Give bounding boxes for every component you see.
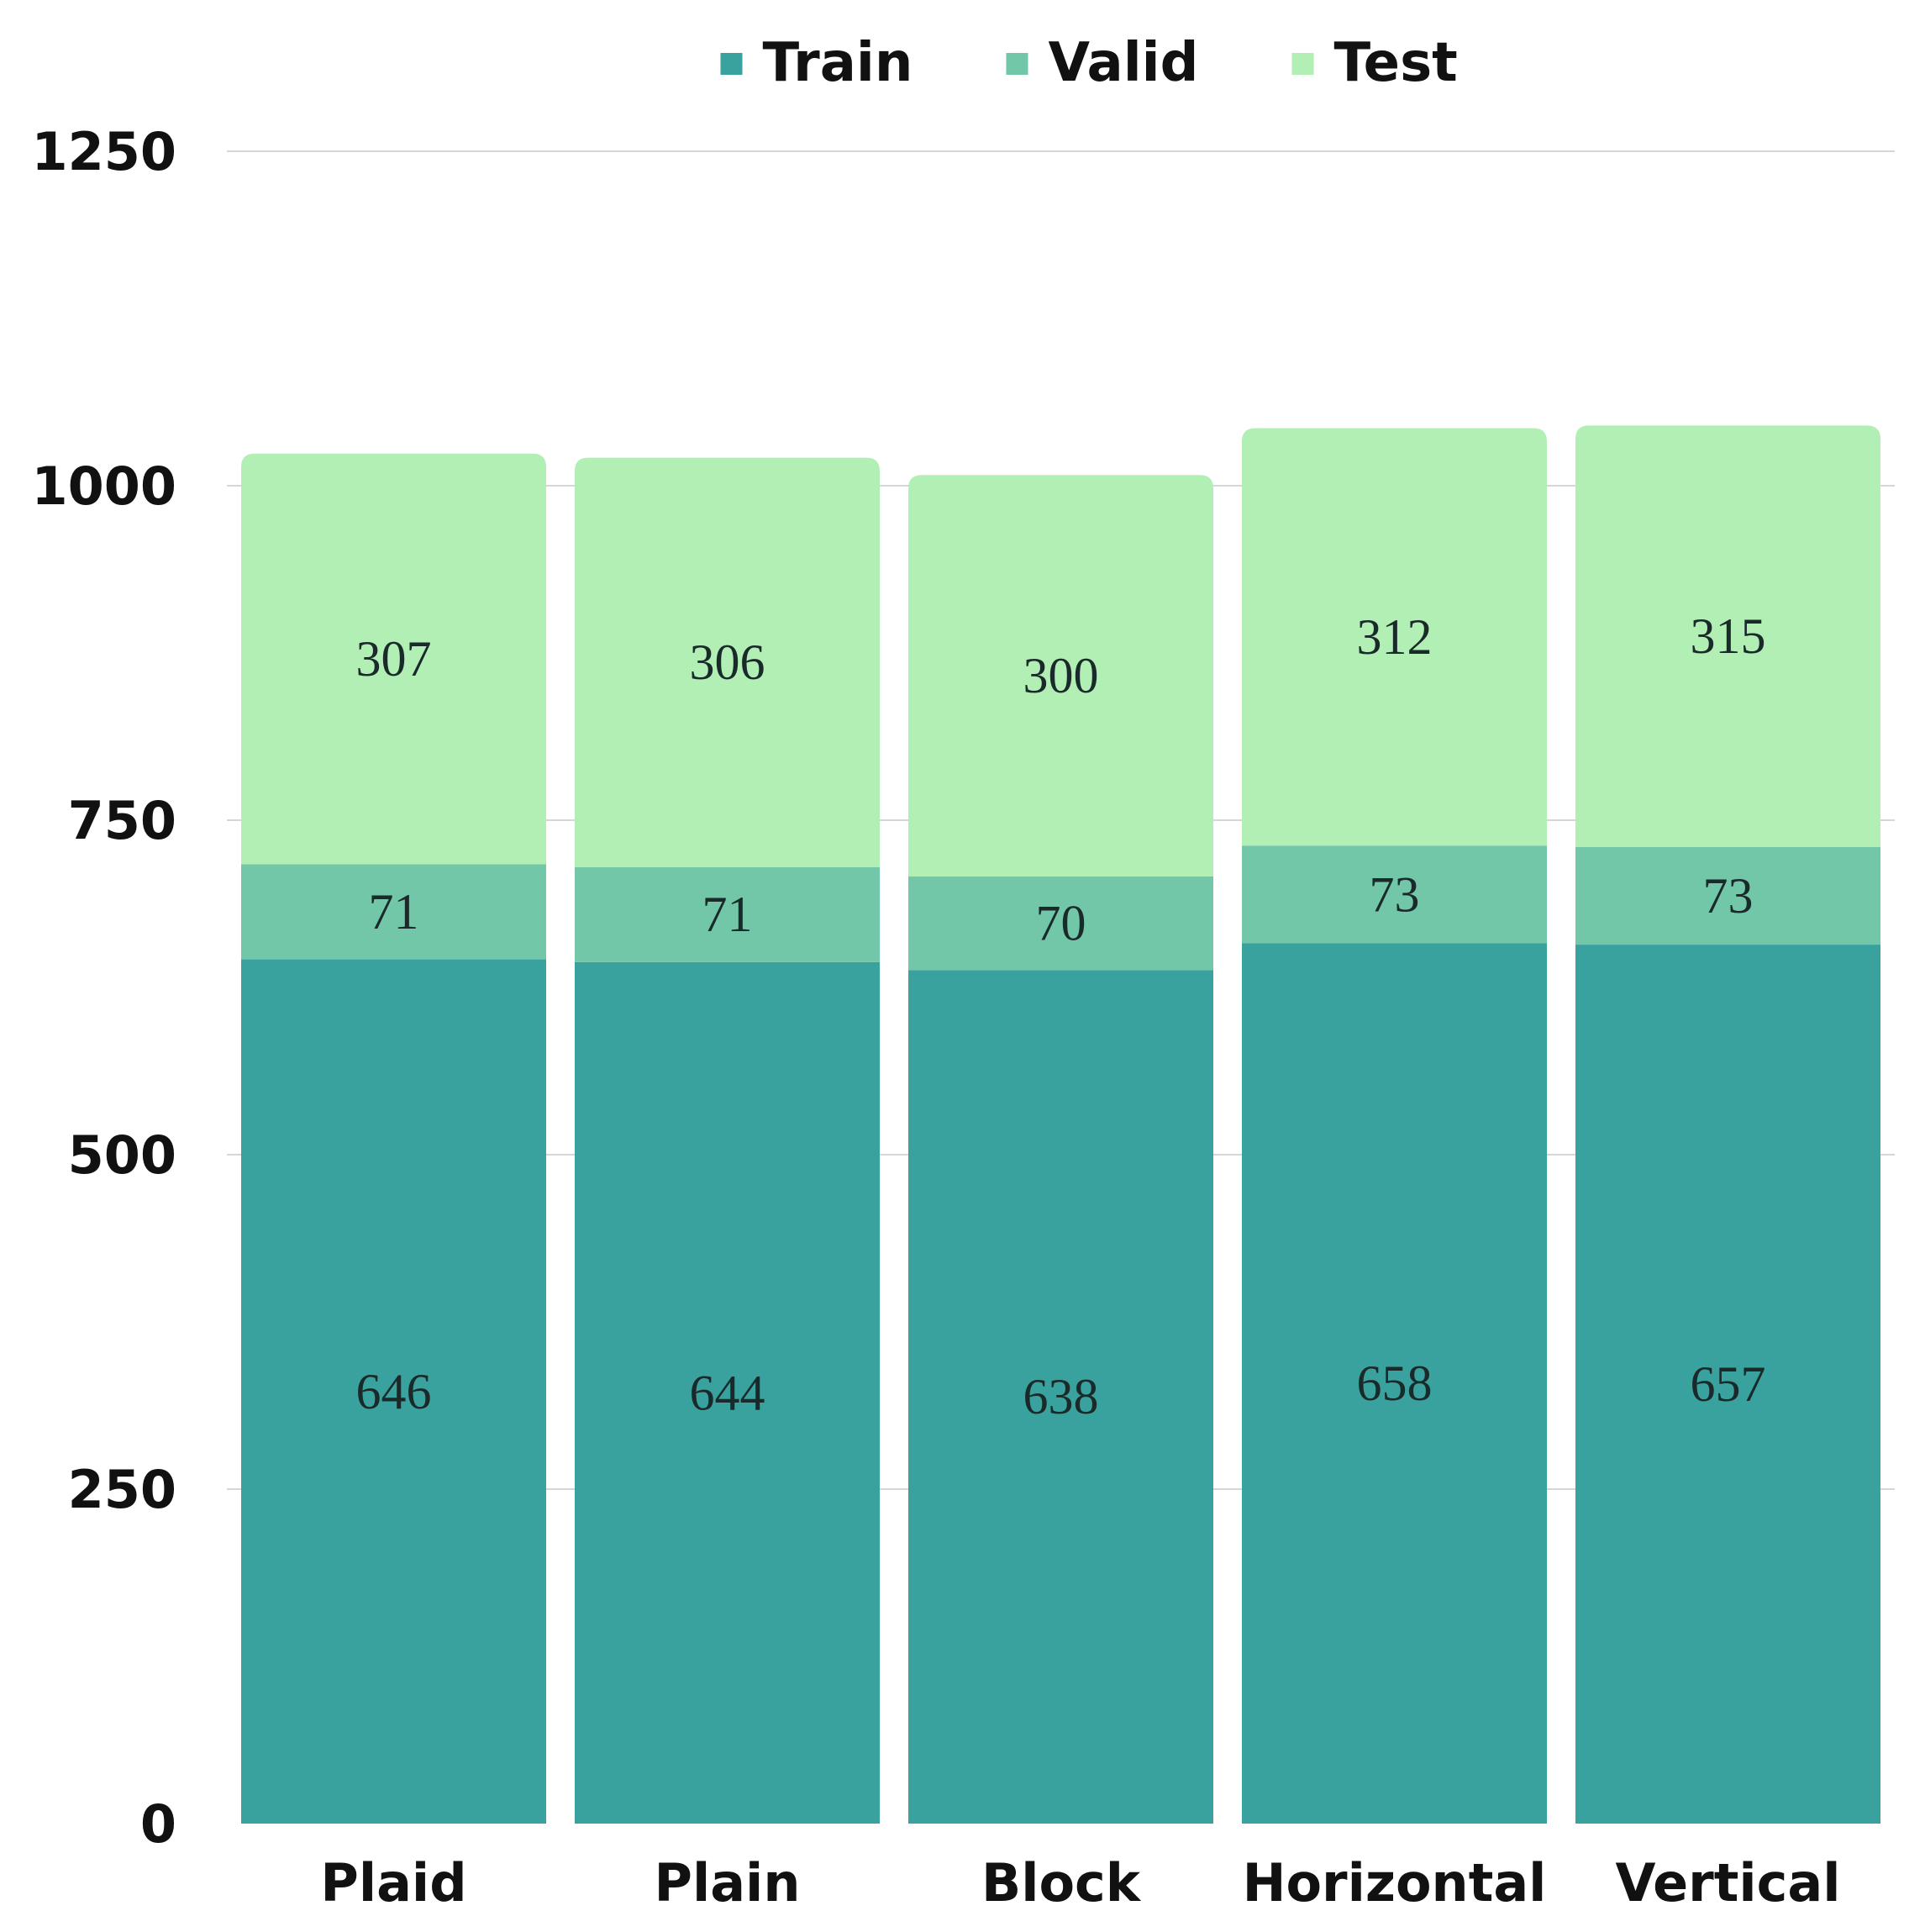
legend-swatch-valid: [1006, 53, 1028, 75]
y-tick-label-1250: 1250: [31, 121, 176, 182]
bar-vertical-train: [1575, 945, 1880, 1824]
x-tick-label-block: Block: [981, 1852, 1142, 1914]
y-tick-label-0: 0: [140, 1793, 176, 1855]
y-tick-label-1000: 1000: [31, 455, 176, 517]
bar-block-train: [908, 970, 1213, 1824]
x-axis: Plaid Plain Block Horizontal Vertical: [320, 1852, 1840, 1914]
bar-plain-test: [575, 457, 880, 867]
bar-plain-valid: [575, 866, 880, 962]
bar-horizontal-valid: [1242, 845, 1547, 944]
legend-label-train: Train: [763, 32, 913, 94]
x-tick-label-plaid: Plaid: [320, 1852, 466, 1914]
x-tick-label-horizontal: Horizontal: [1243, 1852, 1547, 1914]
bar-vertical-valid: [1575, 846, 1880, 945]
data-label-vertical-train: 657: [1691, 1356, 1766, 1412]
bar-block-test: [908, 475, 1213, 877]
data-label-plaid-valid: 71: [369, 884, 419, 940]
data-label-plaid-train: 646: [356, 1364, 432, 1419]
data-label-plain-test: 306: [690, 634, 765, 690]
y-axis: 0 250 500 750 1000 1250: [31, 121, 176, 1855]
data-label-vertical-valid: 73: [1703, 868, 1754, 924]
data-label-horizontal-valid: 73: [1370, 866, 1420, 922]
data-label-horizontal-test: 312: [1357, 609, 1433, 665]
legend-label-test: Test: [1334, 32, 1458, 94]
bar-plaid-valid: [241, 864, 546, 960]
data-label-block-test: 300: [1023, 648, 1099, 703]
bar-horizontal-test: [1242, 428, 1547, 846]
bar-plain-train: [575, 961, 880, 1824]
data-label-horizontal-train: 658: [1357, 1356, 1433, 1411]
x-tick-label-plain: Plain: [655, 1852, 801, 1914]
data-label-block-valid: 70: [1036, 896, 1086, 951]
bar-plaid-test: [241, 453, 546, 865]
x-tick-label-vertical: Vertical: [1616, 1852, 1841, 1914]
legend-label-valid: Valid: [1049, 32, 1199, 94]
data-label-plain-valid: 71: [702, 887, 753, 942]
data-label-block-train: 638: [1023, 1369, 1099, 1424]
y-tick-label-250: 250: [68, 1459, 176, 1520]
data-label-plaid-test: 307: [356, 631, 432, 687]
y-tick-label-750: 750: [68, 790, 176, 851]
bars: 646 71 307 644 71 306 638 70 300 658 73 312 657 73 315: [241, 425, 1880, 1824]
y-tick-label-500: 500: [68, 1124, 176, 1186]
legend-swatch-train: [720, 53, 743, 75]
bar-horizontal-train: [1242, 943, 1547, 1824]
data-label-plain-train: 644: [690, 1365, 765, 1420]
data-label-vertical-test: 315: [1691, 608, 1766, 664]
bar-block-valid: [908, 876, 1213, 971]
bar-plaid-train: [241, 959, 546, 1824]
legend-swatch-test: [1291, 53, 1314, 75]
legend: Train Valid Test: [720, 32, 1458, 94]
bar-vertical-test: [1575, 425, 1880, 847]
